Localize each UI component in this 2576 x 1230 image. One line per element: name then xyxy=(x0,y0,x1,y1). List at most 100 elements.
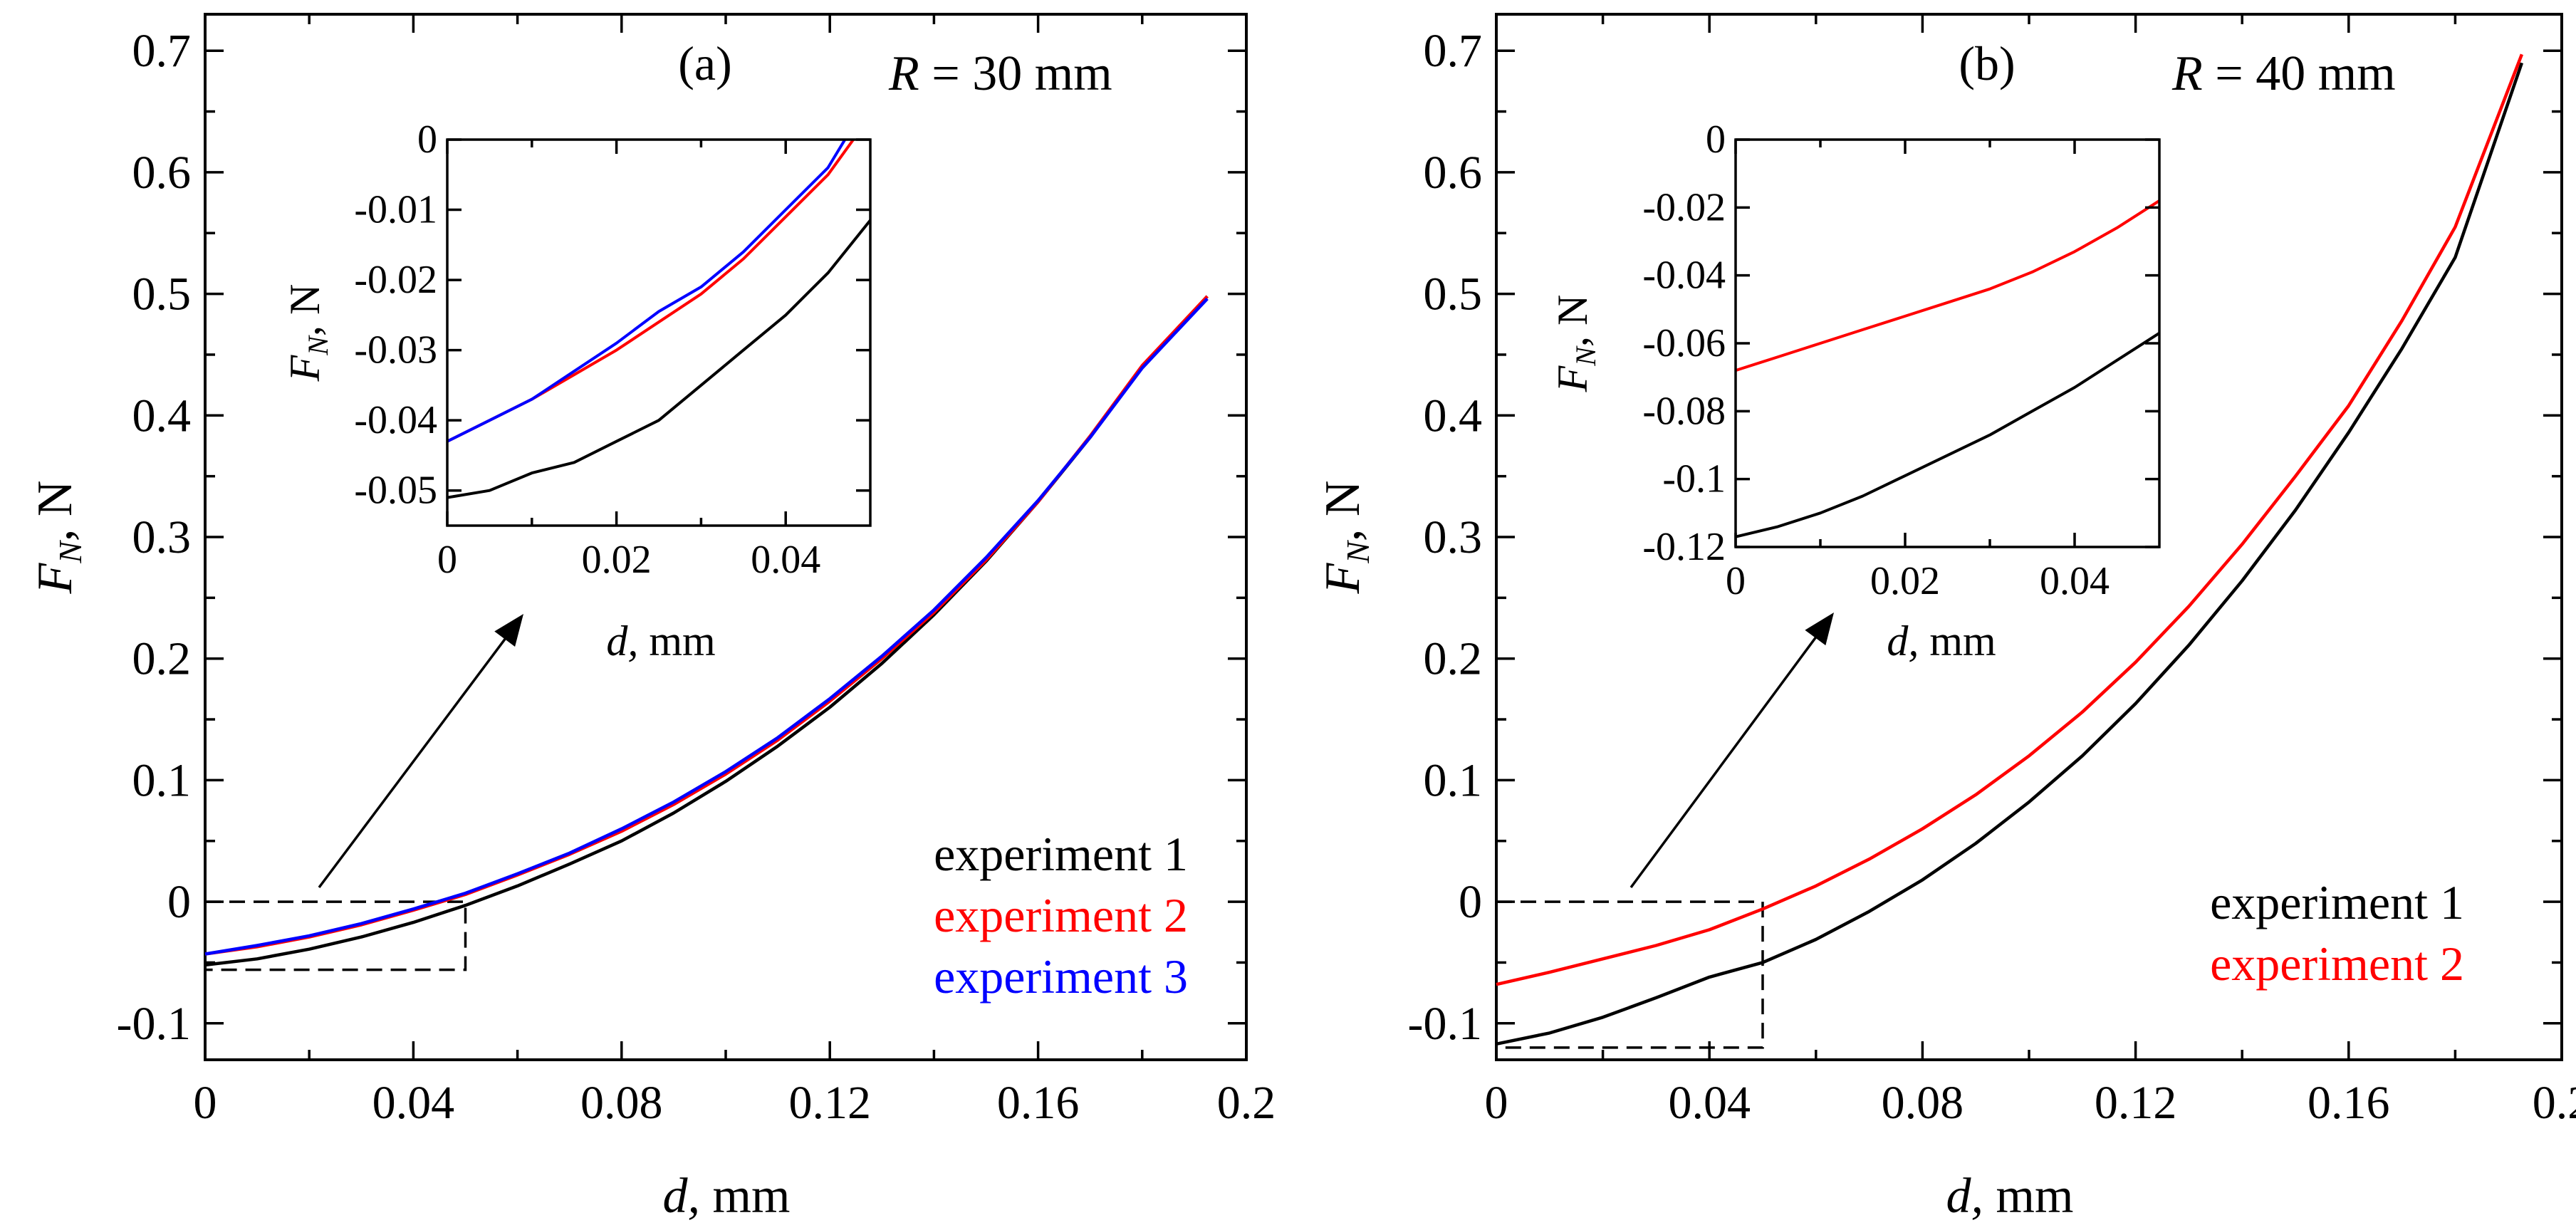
radius-symbol: R xyxy=(2171,46,2203,101)
x-axis-label: d, mm xyxy=(1946,1169,2074,1224)
x-axis-label: d, mm xyxy=(663,1169,791,1224)
inset-y-tick-label: -0.08 xyxy=(1642,389,1726,433)
inset-x-tick-label: 0.02 xyxy=(1870,559,1940,603)
x-tick-label: 0.08 xyxy=(1882,1077,1964,1129)
x-axis-symbol: d, xyxy=(663,1169,701,1224)
y-tick-label: 0 xyxy=(167,876,191,928)
y-tick-label: 0.2 xyxy=(132,633,192,685)
series-line-1 xyxy=(1496,62,2524,1046)
y-tick-label: -0.1 xyxy=(117,998,191,1050)
legend-entry-3: experiment 3 xyxy=(934,949,1188,1004)
x-axis-symbol: d, xyxy=(1946,1169,1984,1224)
zoom-arrow-head xyxy=(494,614,523,647)
x-tick-label: 0.04 xyxy=(372,1077,455,1129)
inset-y-tick-label: -0.03 xyxy=(354,328,437,372)
inset-x-axis-label: d, mm xyxy=(1887,617,1996,664)
y-tick-label: 0.4 xyxy=(132,390,192,442)
panel-label: (a) xyxy=(678,36,731,90)
y-axis-label: FN, N xyxy=(28,480,88,594)
y-tick-label: 0.7 xyxy=(132,25,192,77)
zoom-arrow xyxy=(1629,621,1828,889)
x-tick-label: 0.2 xyxy=(1217,1077,1276,1129)
inset-x-axis-symbol: d, xyxy=(1887,617,1919,664)
inset-y-tick-label: -0.01 xyxy=(354,188,437,232)
inset-y-tick-label: 0 xyxy=(417,118,437,162)
inset-x-tick-label: 0 xyxy=(1726,559,1746,603)
y-axis-label: FN, N xyxy=(1315,480,1376,594)
inset-y-tick-label: -0.04 xyxy=(1642,254,1726,298)
inset-x-axis-unit: mm xyxy=(638,617,715,664)
x-tick-label: 0.12 xyxy=(2095,1077,2177,1129)
x-tick-label: 0 xyxy=(1485,1077,1508,1129)
inset-y-axis-subscript: N xyxy=(302,335,334,356)
x-tick-label: 0.12 xyxy=(788,1077,871,1129)
x-tick-label: 0.16 xyxy=(997,1077,1080,1129)
panel-b: 00.040.080.120.160.2-0.100.10.20.30.40.5… xyxy=(1315,13,2576,1224)
inset-series-line-1 xyxy=(447,219,872,499)
inset-x-tick-label: 0 xyxy=(437,538,457,582)
zoom-box xyxy=(205,900,467,971)
legend-entry-1: experiment 1 xyxy=(934,827,1188,881)
radius-symbol: R xyxy=(888,46,919,101)
inset-background xyxy=(1736,140,2159,547)
inset-y-tick-label: -0.05 xyxy=(354,469,437,513)
inset-y-tick-label: -0.12 xyxy=(1642,525,1726,569)
inset-y-tick-label: 0 xyxy=(1706,118,1726,162)
inset-plot: 0 0.02 0.04 -0.05 -0.04 -0.03 -0.02 -0.01 0 d, mm… xyxy=(281,118,872,664)
inset-series-line-1 xyxy=(1735,332,2161,538)
x-tick-label: 0.2 xyxy=(2533,1077,2576,1129)
y-tick-label: -0.1 xyxy=(1408,998,1482,1050)
y-tick-label: 0 xyxy=(1459,876,1482,928)
y-axis-symbol: F xyxy=(28,563,83,595)
inset-x-axis-symbol: d, xyxy=(606,617,638,664)
radius-value: = 30 mm xyxy=(919,46,1112,101)
inset-y-tick-label: -0.04 xyxy=(354,398,437,442)
inset-x-axis-label: d, mm xyxy=(606,617,715,664)
series-line-3 xyxy=(204,297,1209,956)
y-tick-label: 0.6 xyxy=(132,147,192,199)
zoom-box xyxy=(1496,900,1764,1049)
legend-entry-1: experiment 1 xyxy=(2210,875,2464,929)
legend-entry-2: experiment 2 xyxy=(934,888,1188,942)
inset-y-axis-label: FN, N xyxy=(281,284,334,382)
inset-y-axis-symbol: F xyxy=(281,354,328,382)
y-axis-symbol: F xyxy=(1315,563,1370,595)
inset-frame xyxy=(446,138,872,527)
series-line-2 xyxy=(1496,53,2523,986)
y-tick-label: 0.3 xyxy=(132,511,192,563)
x-tick-label: 0 xyxy=(194,1077,217,1129)
radius-value: = 40 mm xyxy=(2203,46,2396,101)
inset-x-tick-label: 0.04 xyxy=(2040,559,2110,603)
y-tick-label: 0.6 xyxy=(1424,147,1483,199)
legend-entry-2: experiment 2 xyxy=(2210,937,2464,991)
y-tick-label: 0.4 xyxy=(1424,390,1483,442)
inset-y-axis-unit: , N xyxy=(281,284,328,336)
inset-x-axis-unit: mm xyxy=(1919,617,1996,664)
inset-plot: 0 0.02 0.04 -0.12 -0.1 -0.08 -0.06 -0.04 -0.02 0 d… xyxy=(1549,118,2161,664)
y-axis-subscript: N xyxy=(52,540,88,564)
x-tick-label: 0.08 xyxy=(580,1077,663,1129)
y-axis-unit: , N xyxy=(28,480,83,541)
panel-a: 0 0.04 0.08 0.12 0.16 0.2-0.100.10.20.30.40.5… xyxy=(28,13,1276,1224)
y-tick-label: 0.5 xyxy=(132,269,192,320)
x-axis-unit: mm xyxy=(1983,1169,2073,1224)
inset-x-tick-label: 0.04 xyxy=(751,538,820,582)
y-tick-label: 0.5 xyxy=(1424,269,1483,320)
y-tick-label: 0.7 xyxy=(1424,25,1483,77)
inset-y-tick-label: -0.02 xyxy=(354,258,437,302)
inset-x-tick-label: 0.02 xyxy=(582,538,652,582)
zoom-arrow-head xyxy=(1805,613,1834,646)
inset-series-line-2 xyxy=(1735,199,2161,372)
inset-y-axis-symbol: F xyxy=(1549,365,1596,392)
inset-y-tick-label: -0.06 xyxy=(1642,321,1726,365)
y-tick-label: 0.1 xyxy=(1424,754,1483,806)
x-tick-label: 0.04 xyxy=(1668,1077,1751,1129)
inset-y-axis-label: FN, N xyxy=(1549,295,1602,393)
y-tick-label: 0.1 xyxy=(132,754,192,806)
y-tick-label: 0.3 xyxy=(1424,511,1483,563)
inset-y-tick-label: -0.02 xyxy=(1642,185,1726,229)
radius-annotation: R = 30 mm xyxy=(888,46,1112,101)
panel-label: (b) xyxy=(1959,36,2015,90)
radius-annotation: R = 40 mm xyxy=(2171,46,2396,101)
